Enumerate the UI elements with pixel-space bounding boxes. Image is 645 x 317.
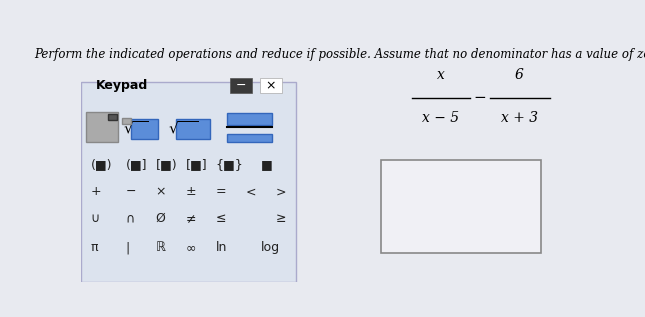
- Text: ℝ: ℝ: [155, 242, 166, 255]
- Text: |: |: [126, 242, 130, 255]
- Text: $\sqrt{\,\,\,\,}$: $\sqrt{\,\,\,\,}$: [123, 119, 148, 136]
- Text: Ø: Ø: [155, 212, 166, 225]
- Text: −: −: [473, 90, 486, 105]
- Text: ∞: ∞: [186, 242, 196, 255]
- FancyBboxPatch shape: [230, 78, 252, 94]
- Text: ×: ×: [155, 185, 166, 198]
- Text: [■]: [■]: [186, 158, 207, 171]
- Text: ≤: ≤: [215, 212, 226, 225]
- Text: ∪: ∪: [90, 212, 100, 225]
- FancyBboxPatch shape: [81, 82, 295, 282]
- Text: log: log: [261, 242, 280, 255]
- Text: −: −: [235, 79, 246, 92]
- Text: =: =: [215, 185, 226, 198]
- Text: ≥: ≥: [275, 212, 286, 225]
- Text: >: >: [275, 185, 286, 198]
- FancyBboxPatch shape: [86, 113, 118, 142]
- Text: $\sqrt{\,\,\,\,\,\,}$: $\sqrt{\,\,\,\,\,\,}$: [168, 119, 199, 136]
- Text: [■): [■): [155, 158, 177, 171]
- Text: ±: ±: [186, 185, 196, 198]
- FancyBboxPatch shape: [259, 78, 282, 94]
- Text: (■]: (■]: [126, 158, 147, 171]
- FancyBboxPatch shape: [108, 114, 117, 120]
- FancyBboxPatch shape: [130, 119, 158, 139]
- Text: {■}: {■}: [215, 158, 243, 171]
- FancyBboxPatch shape: [122, 118, 130, 124]
- Text: ln: ln: [215, 242, 227, 255]
- Text: ×: ×: [265, 79, 276, 92]
- Text: x + 3: x + 3: [501, 111, 538, 125]
- FancyBboxPatch shape: [227, 133, 272, 142]
- FancyBboxPatch shape: [381, 160, 541, 253]
- Text: ■: ■: [261, 158, 272, 171]
- Text: x − 5: x − 5: [422, 111, 459, 125]
- Text: 6: 6: [515, 68, 524, 82]
- Text: Perform the indicated operations and reduce if possible. Assume that no denomina: Perform the indicated operations and red…: [34, 48, 645, 61]
- Text: ∩: ∩: [126, 212, 135, 225]
- Text: −: −: [126, 185, 136, 198]
- Text: (■): (■): [90, 158, 112, 171]
- Text: +: +: [90, 185, 101, 198]
- Text: <: <: [246, 185, 256, 198]
- FancyBboxPatch shape: [176, 119, 210, 139]
- FancyBboxPatch shape: [227, 113, 272, 125]
- Text: ≠: ≠: [186, 212, 196, 225]
- Text: Keypad: Keypad: [95, 79, 148, 92]
- Text: π: π: [90, 242, 98, 255]
- Text: x: x: [437, 68, 444, 82]
